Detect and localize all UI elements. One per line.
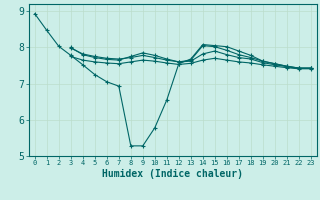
X-axis label: Humidex (Indice chaleur): Humidex (Indice chaleur)	[102, 169, 243, 179]
